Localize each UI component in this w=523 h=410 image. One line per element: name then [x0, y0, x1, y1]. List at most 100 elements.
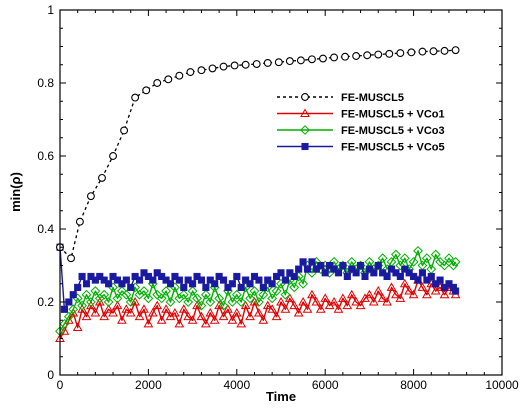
data-point	[174, 318, 185, 328]
legend-label: FE-MUSCL5	[341, 92, 404, 104]
data-point	[440, 283, 449, 291]
data-point	[86, 192, 95, 201]
data-point	[82, 280, 91, 288]
data-point	[365, 265, 373, 273]
data-point	[363, 51, 372, 60]
data-point	[373, 286, 384, 295]
data-point	[183, 311, 194, 321]
data-point	[152, 289, 163, 300]
data-point	[68, 304, 79, 315]
data-point	[87, 272, 95, 280]
data-point	[285, 57, 294, 66]
data-point	[164, 75, 173, 84]
data-point	[451, 46, 460, 55]
data-point	[341, 52, 350, 61]
data-point	[386, 282, 397, 291]
data-point	[125, 307, 136, 317]
data-point	[103, 297, 114, 307]
legend-label: FE-MUSCL5 + VCo1	[341, 109, 445, 121]
data-point	[63, 311, 74, 322]
data-point	[59, 318, 70, 329]
data-point	[147, 307, 158, 317]
data-point	[109, 272, 117, 280]
data-point	[396, 49, 405, 58]
data-point	[258, 315, 269, 324]
data-point	[417, 282, 428, 291]
data-point	[289, 282, 300, 293]
data-point	[214, 293, 225, 304]
data-point	[377, 293, 388, 302]
data-point	[127, 283, 135, 291]
data-point	[290, 272, 298, 280]
data-point	[223, 304, 233, 313]
x-tick-label: 6000	[312, 378, 339, 392]
data-point	[387, 265, 396, 273]
data-point	[276, 296, 286, 306]
data-point	[156, 315, 167, 324]
data-point	[236, 297, 247, 307]
data-point	[346, 289, 357, 299]
data-point	[60, 305, 68, 313]
data-point	[298, 296, 308, 306]
data-point	[120, 126, 129, 135]
data-point	[240, 300, 251, 310]
data-point	[153, 79, 162, 87]
data-point	[224, 283, 232, 291]
data-point	[355, 300, 366, 310]
data-point	[140, 269, 148, 277]
data-point	[250, 272, 259, 280]
data-point	[75, 217, 84, 226]
series-line	[59, 279, 457, 339]
series-4	[56, 243, 460, 313]
data-point	[329, 296, 339, 306]
data-point	[440, 46, 449, 55]
data-point	[448, 260, 459, 271]
data-point	[214, 300, 224, 310]
y-tick-label: 0	[47, 368, 54, 382]
data-point	[414, 276, 422, 284]
data-point	[152, 300, 163, 310]
data-point	[407, 48, 416, 57]
data-point	[197, 66, 206, 75]
data-point	[227, 315, 238, 324]
data-point	[192, 300, 202, 310]
data-point	[263, 58, 272, 67]
data-point	[118, 280, 126, 288]
data-point	[408, 289, 419, 299]
data-point	[156, 293, 167, 304]
data-point	[242, 276, 250, 284]
data-point	[423, 276, 431, 284]
data-point	[94, 296, 105, 306]
data-point	[418, 47, 427, 56]
data-point	[352, 269, 360, 277]
data-point	[67, 254, 76, 263]
data-point	[289, 300, 300, 310]
data-point	[348, 265, 356, 273]
data-point	[98, 173, 106, 182]
series-line	[59, 250, 457, 332]
data-point	[99, 311, 110, 321]
data-point	[249, 296, 260, 306]
data-point	[183, 297, 194, 307]
data-point	[211, 280, 219, 288]
data-point	[227, 297, 238, 307]
data-point	[91, 276, 99, 284]
data-point	[396, 272, 404, 280]
legend-entry: FE-MUSCL5 + VCo1	[277, 108, 445, 121]
x-tick-label: 0	[57, 378, 64, 392]
data-point	[77, 300, 88, 311]
x-tick-label: 8000	[400, 378, 427, 392]
data-point	[280, 304, 291, 313]
data-point	[139, 304, 149, 313]
legend-entry: FE-MUSCL5 + VCo3	[277, 125, 445, 137]
data-point	[315, 304, 326, 313]
data-point	[81, 311, 92, 321]
data-point	[165, 297, 176, 307]
data-point	[271, 286, 282, 296]
data-point	[233, 272, 241, 280]
data-point	[307, 55, 316, 64]
data-point	[293, 307, 304, 317]
data-point	[90, 307, 101, 317]
data-point	[117, 315, 127, 324]
data-point	[277, 269, 285, 277]
